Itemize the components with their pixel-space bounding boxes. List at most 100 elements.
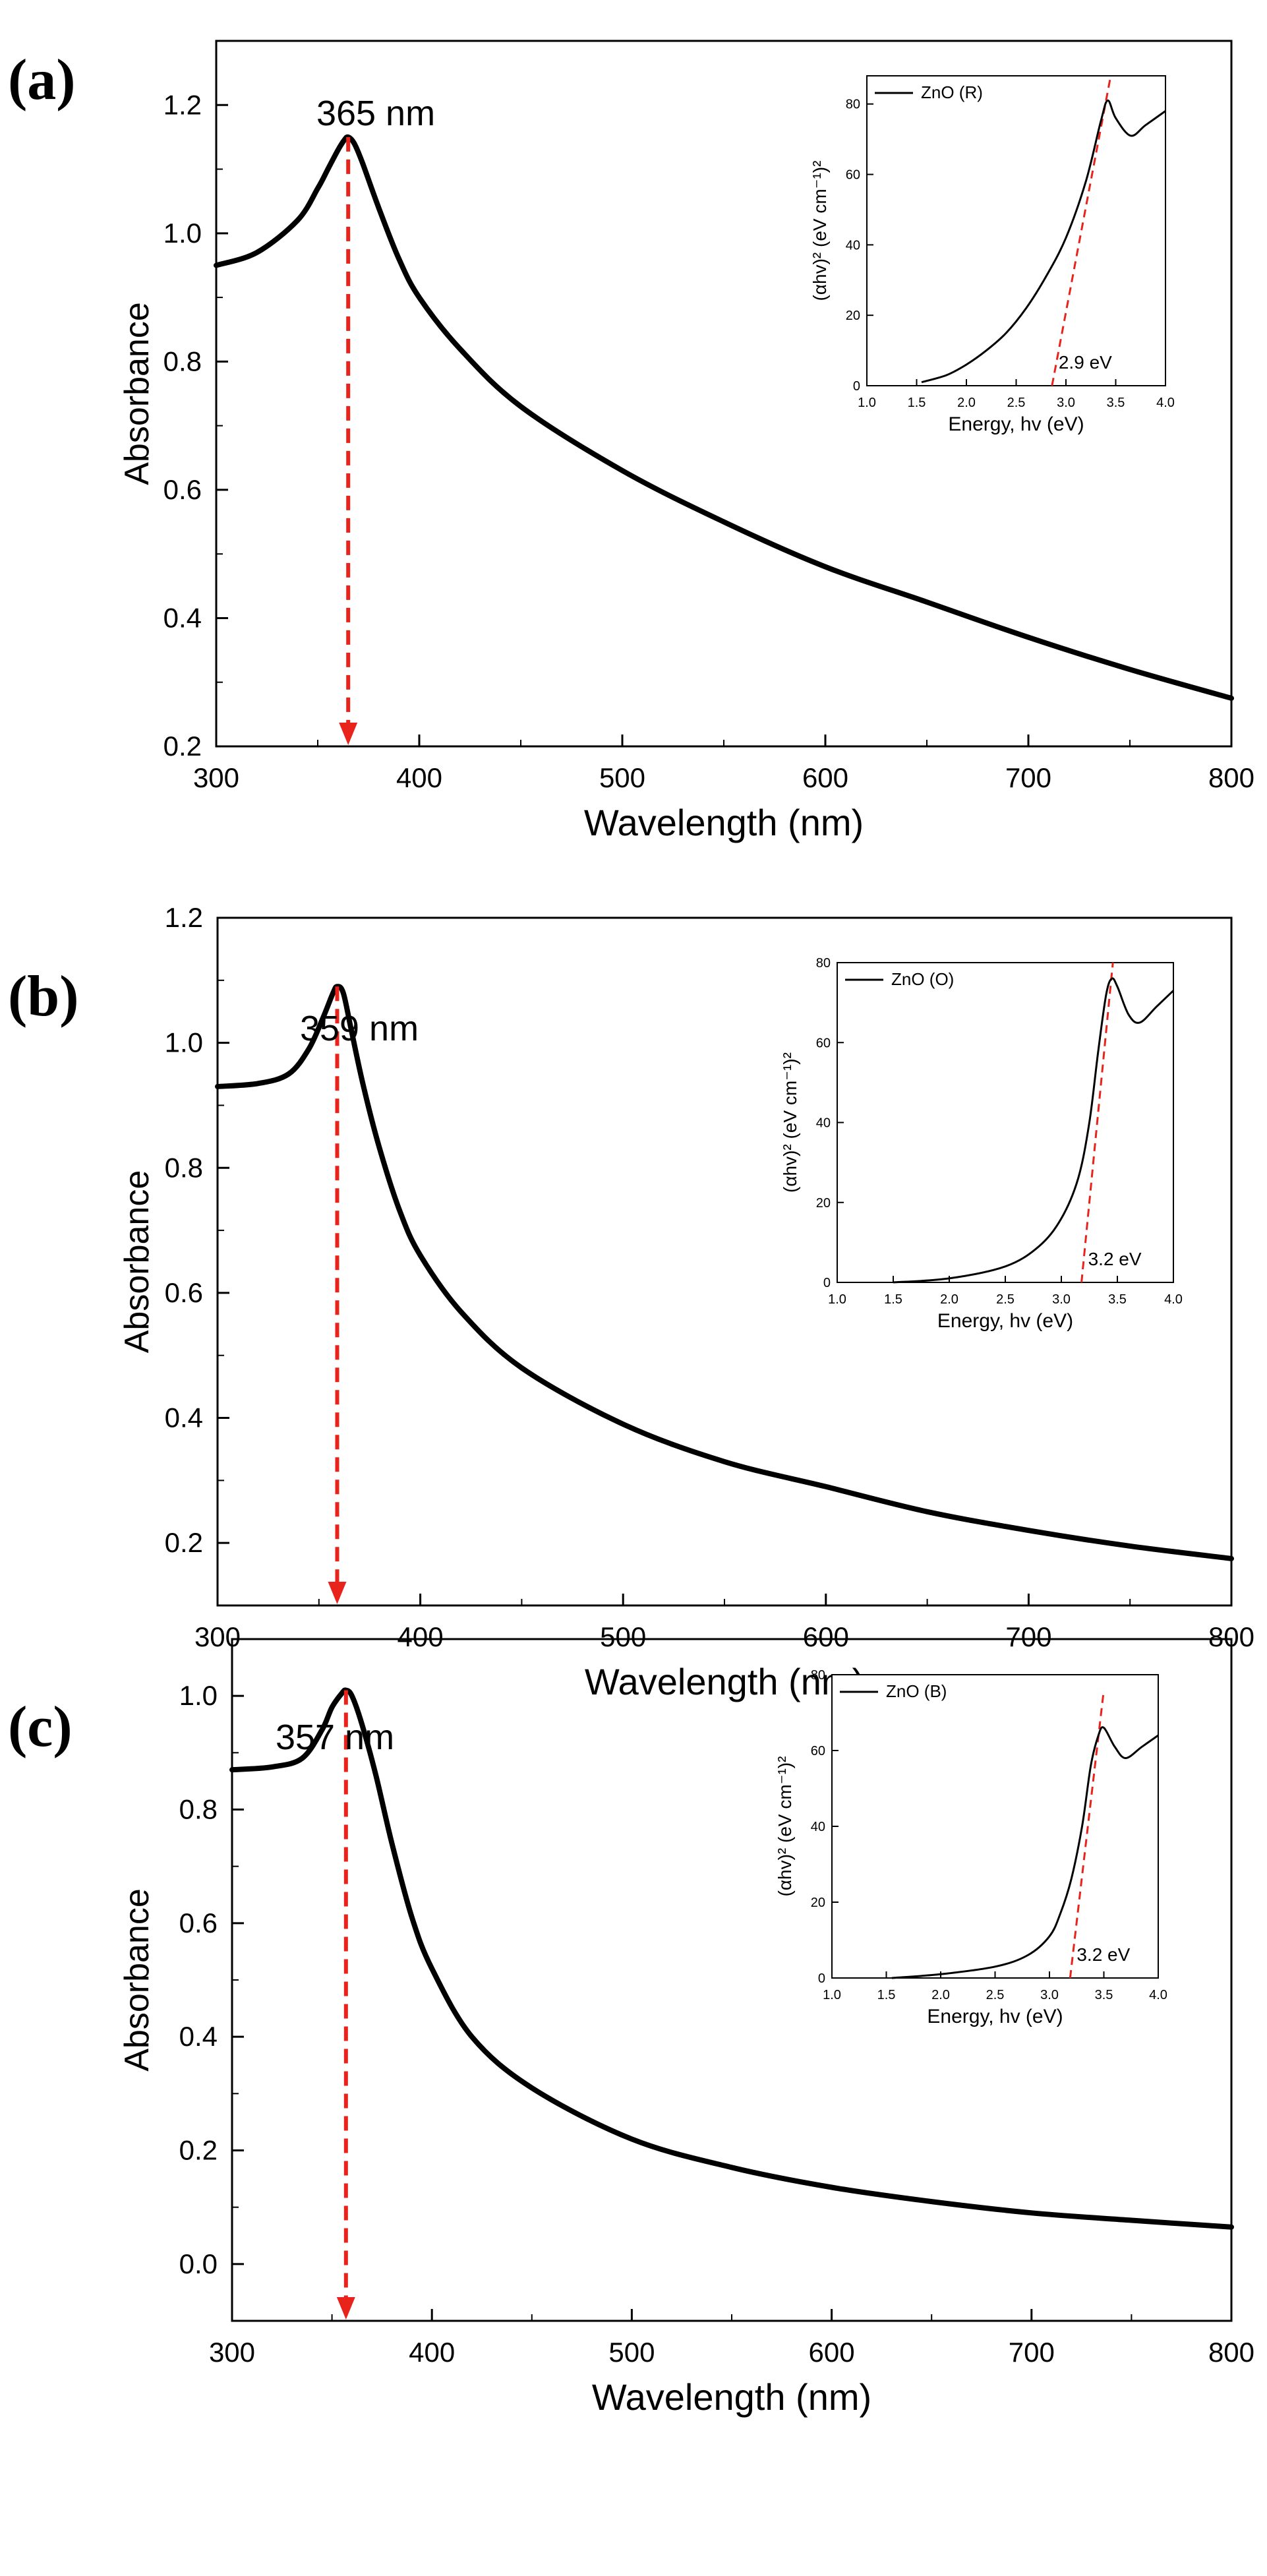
panel-b-x-tick-label: 600	[803, 1621, 849, 1652]
panel-c-x-tick-label: 400	[409, 2337, 455, 2368]
panel-a-inset: 1.0 1.5 2.0 2.5 3.0 3.5 4.0 0 20 40 60 80 Energy, hv…	[810, 75, 1175, 435]
panel-c-y-tick-label: 0.8	[179, 1794, 218, 1825]
panel-c-y-tick-label: 0.0	[179, 2248, 218, 2279]
panel-b-y-tick-label: 1.0	[165, 1027, 203, 1058]
panel-c-inset-y-tick-label: 20	[811, 1896, 825, 1910]
panel-a-y-axis-title: Absorbance	[118, 302, 156, 485]
panel-a-inset-y-tick-label: 60	[846, 168, 860, 183]
panel-a-inset-y-tick-label: 20	[846, 309, 860, 323]
panel-c-inset-y-tick-label: 40	[811, 1820, 825, 1834]
panel-b-inset: 1.0 1.5 2.0 2.5 3.0 3.5 4.0 0 20 40 60 80 Energy, hv…	[780, 956, 1183, 1332]
panel-a-x-tick-label: 700	[1005, 762, 1051, 793]
panel-c-inset-x-tick-label: 3.5	[1095, 1988, 1113, 2002]
panel-b-x-tick-label: 500	[600, 1621, 646, 1652]
panel-b-inset-y-axis-title: (αhv)² (eV cm⁻¹)²	[780, 1052, 800, 1193]
panel-b-label: (b)	[8, 965, 79, 1029]
panel-a-y-tick-label: 0.8	[163, 345, 202, 376]
panel-a-inset-frame	[866, 75, 1166, 386]
panel-c-inset-legend-label: ZnO (B)	[886, 1681, 947, 1701]
panel-c-inset-x-tick-label: 1.5	[877, 1988, 896, 2002]
panel-c-inset-frame	[831, 1674, 1159, 1979]
panel-a-x-axis-title: Wavelength (nm)	[584, 802, 864, 843]
panel-b-peak-arrowhead	[328, 1582, 347, 1604]
panel-a-x-tick-label: 800	[1208, 762, 1254, 793]
panel-c-y-tick-label: 1.0	[179, 1680, 218, 1711]
panel-a-inset-x-tick-label: 4.0	[1156, 396, 1175, 410]
panel-a-x-tick-label: 600	[802, 762, 848, 793]
panel-a-inset-x-axis-title: Energy, hv (eV)	[948, 413, 1084, 435]
panel-b-inset-x-tick-label: 1.5	[884, 1292, 902, 1307]
panel-c-y-tick-label: 0.6	[179, 1907, 218, 1938]
panel-c-inset-tauc-line	[891, 1726, 1159, 1979]
panel-c-inset-x-tick-label: 4.0	[1149, 1988, 1167, 2002]
panel-a-inset-x-tick-label: 2.5	[1007, 396, 1026, 410]
panel-c-inset-x-tick-label: 3.0	[1040, 1988, 1059, 2002]
panel-b-x-tick-label: 300	[194, 1621, 241, 1652]
panel-a-inset-y-tick-label: 80	[846, 98, 860, 112]
panel-a-absorbance-line	[214, 134, 1234, 701]
panel-a-inset-x-tick-label: 3.0	[1057, 396, 1075, 410]
panel-a-inset-y-tick-label: 40	[846, 238, 860, 253]
panel-c-inset-y-tick-label: 80	[811, 1668, 825, 1683]
panel-b-y-tick-label: 0.4	[165, 1402, 203, 1433]
panel-c-inset-bandgap-label: 3.2 eV	[1076, 1944, 1130, 1965]
panel-b-inset-y-tick-label: 60	[816, 1036, 831, 1050]
panel-c-x-tick-label: 500	[608, 2337, 655, 2368]
panel-c-inset-y-tick-label: 0	[818, 1971, 825, 1986]
panel-c-inset-y-tick-label: 60	[811, 1744, 825, 1758]
panel-b-inset-bandgap-label: 3.2 eV	[1088, 1249, 1142, 1269]
panel-a-inset-bandgap-label: 2.9 eV	[1059, 352, 1112, 373]
panel-b-inset-x-tick-label: 1.0	[828, 1292, 846, 1307]
panel-a-label: (a)	[8, 48, 76, 112]
panel-c-y-axis-title: Absorbance	[118, 1888, 156, 2072]
panel-c-x-tick-label: 300	[209, 2337, 255, 2368]
panel-a-inset-legend-label: ZnO (R)	[921, 82, 983, 102]
panel-c-x-tick-label: 600	[809, 2337, 855, 2368]
panel-b-inset-x-tick-label: 2.5	[996, 1292, 1015, 1307]
panel-c: (c)300 400 500 600 700 8000.00.20.40.60.81.0W…	[8, 1638, 1254, 2418]
panel-b-inset-y-tick-label: 0	[823, 1276, 831, 1290]
panel-a-inset-x-tick-label: 1.5	[908, 396, 926, 410]
panel-a-y-tick-label: 0.2	[163, 731, 202, 762]
panel-a-y-tick-label: 0.6	[163, 474, 202, 505]
panel-a-y-tick-label: 1.0	[163, 218, 202, 249]
panel-b-y-tick-label: 0.8	[165, 1152, 203, 1183]
panel-c-peak-label: 357 nm	[276, 1718, 394, 1757]
panel-b-y-axis-title: Absorbance	[118, 1170, 156, 1354]
panel-a-inset-x-tick-label: 3.5	[1107, 396, 1125, 410]
panel-a-inset-y-axis-title: (αhv)² (eV cm⁻¹)²	[810, 161, 830, 301]
panel-c-y-tick-label: 0.2	[179, 2135, 218, 2166]
panel-c-x-tick-label: 800	[1208, 2337, 1254, 2368]
panel-c-y-tick-label: 0.4	[179, 2021, 218, 2052]
panel-b-inset-y-tick-label: 40	[816, 1116, 831, 1131]
panel-c-inset-x-tick-label: 2.0	[931, 1988, 950, 2002]
panel-a-peak-arrowhead	[339, 723, 358, 745]
panel-b: (b)300 400 500 600 700 8000.20.40.60.81.01.2W…	[8, 902, 1254, 1702]
panel-a-x-tick-label: 400	[396, 762, 442, 793]
panel-b-inset-frame	[837, 962, 1174, 1283]
panel-c-x-tick-label: 700	[1009, 2337, 1055, 2368]
panel-a-x-tick-label: 500	[599, 762, 645, 793]
panel-a-inset-x-tick-label: 1.0	[858, 396, 876, 410]
panel-a: (a)300 400 500 600 700 8000.20.40.60.81.01.2W…	[8, 40, 1254, 843]
panel-a-x-tick-label: 300	[193, 762, 239, 793]
panel-b-inset-legend-label: ZnO (O)	[891, 969, 954, 989]
panel-a-inset-y-tick-label: 0	[853, 379, 860, 394]
panel-b-absorbance-line	[215, 984, 1234, 1561]
panel-c-inset-x-tick-label: 2.5	[986, 1988, 1005, 2002]
panel-b-inset-y-tick-label: 80	[816, 956, 831, 971]
panel-a-y-tick-label: 0.4	[163, 602, 202, 633]
panel-b-inset-x-axis-title: Energy, hv (eV)	[937, 1310, 1073, 1332]
panel-b-inset-x-tick-label: 4.0	[1164, 1292, 1183, 1307]
panel-b-x-tick-label: 700	[1005, 1621, 1051, 1652]
panel-a-y-tick-label: 1.2	[163, 89, 202, 120]
panel-b-y-tick-label: 0.2	[165, 1527, 203, 1558]
panel-b-inset-x-tick-label: 3.0	[1052, 1292, 1071, 1307]
panel-b-y-tick-label: 0.6	[165, 1277, 203, 1308]
panel-c-inset-x-axis-title: Energy, hv (eV)	[927, 2006, 1063, 2027]
panel-b-inset-bandgap-line	[1080, 962, 1114, 1283]
panel-b-inset-y-tick-label: 20	[816, 1196, 831, 1211]
panel-b-y-tick-label: 1.2	[165, 902, 203, 933]
panel-c-inset-y-axis-title: (αhv)² (eV cm⁻¹)²	[775, 1756, 795, 1897]
panel-a-peak-label: 365 nm	[316, 94, 435, 133]
